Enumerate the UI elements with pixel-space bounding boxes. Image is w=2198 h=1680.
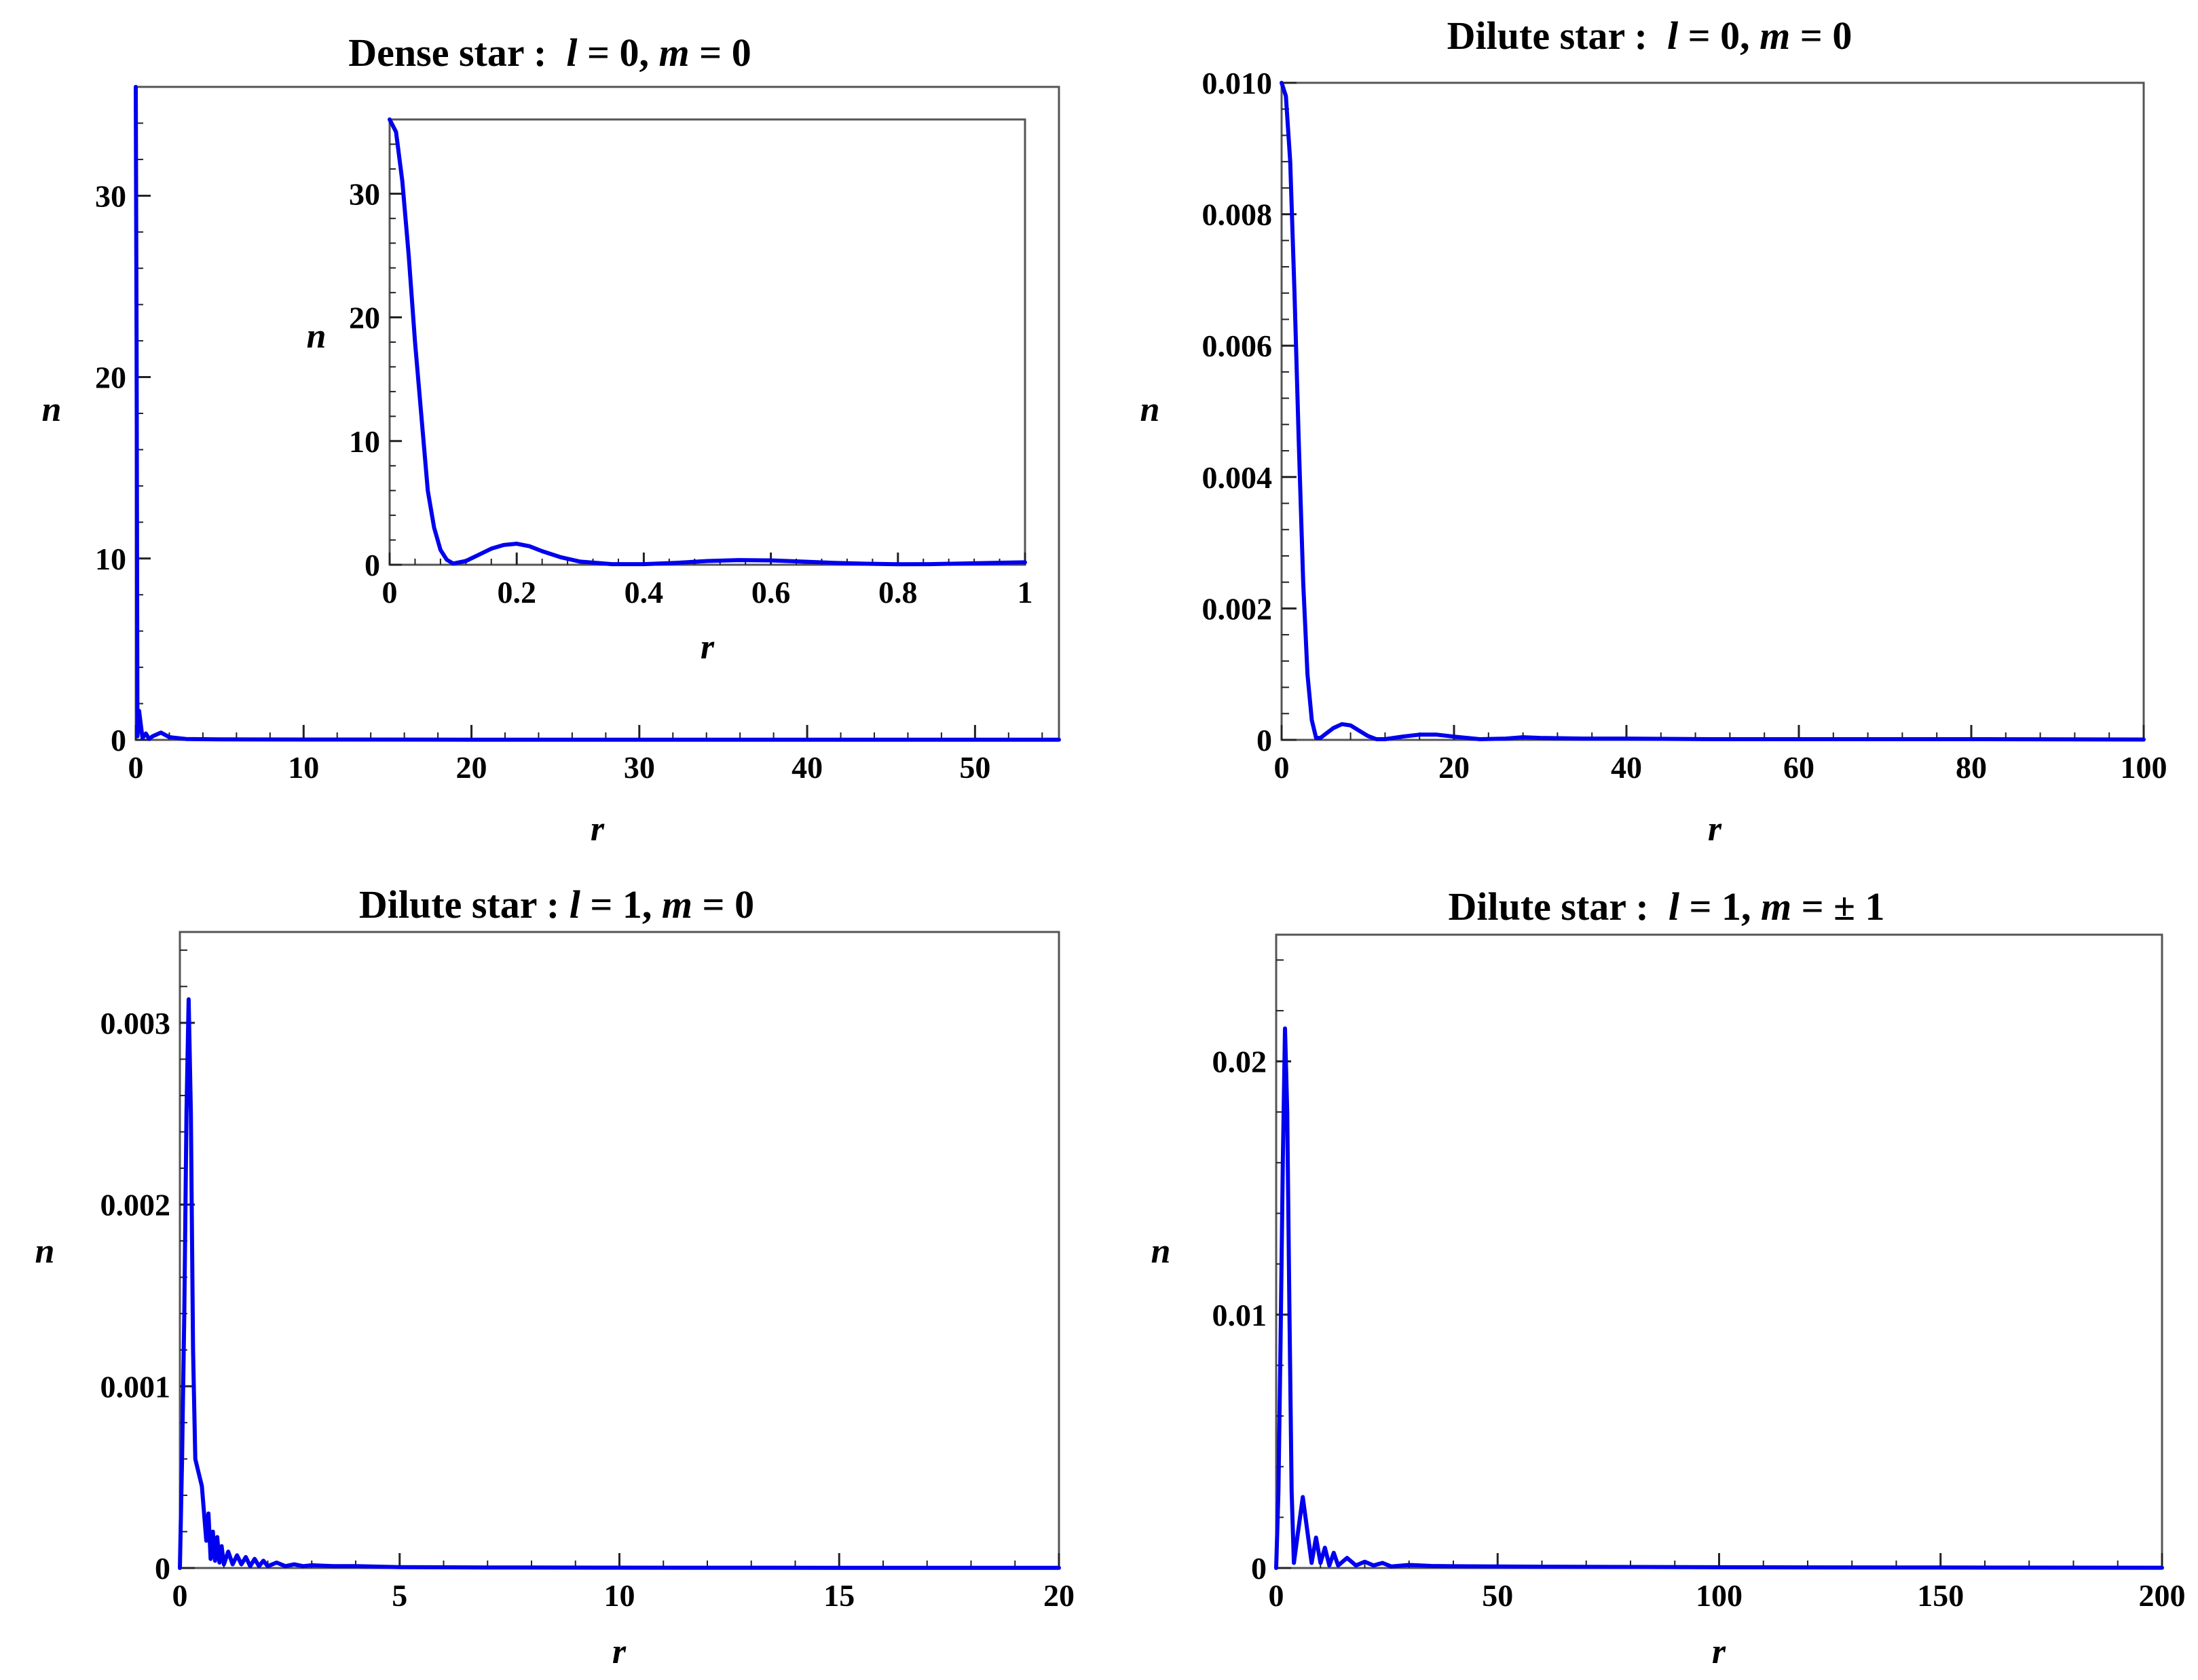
panel-dilute-l1-m1: Dilute star : l = 1, m = ± 1 0 50 100 150 200… [1151,884,2186,1671]
panel-dense-l0-x-tick-label: 10 [288,750,319,785]
panel-dilute-l1-m1-y-tick-label: 0.02 [1212,1045,1267,1079]
inset-dense-l0-y-axis-label: n [307,317,327,356]
panel-dense-l0-y-tick-label: 20 [95,360,126,395]
panel-dense-l0-x-tick-label: 40 [791,750,823,785]
panel-dilute-l1-m1-x-tick-label: 150 [1917,1578,1964,1613]
panel-dilute-l1-m1-x-tick-label: 100 [1696,1578,1743,1613]
panel-dilute-l1-m0-y-tick-label: 0.002 [100,1188,171,1222]
panel-dilute-l1-m0-x-tick-label: 0 [172,1578,188,1613]
inset-dense-l0-x-tick-label: 0.2 [497,575,536,610]
panel-dilute-l1-m1-y-tick-label: 0 [1251,1551,1267,1586]
inset-dense-l0-x-tick-label: 1 [1018,575,1033,610]
panel-dilute-l0-title: Dilute star : l = 0, m = 0 [1447,14,1852,58]
inset-dense-l0-y-tick-label: 30 [349,176,380,211]
panel-dilute-l1-m1-x-tick-label: 200 [2139,1578,2186,1613]
panel-dilute-l1-m0-x-tick-label: 10 [604,1578,635,1613]
panel-dilute-l1-m1-frame [1275,933,2163,1569]
panel-dilute-l0-x-tick-label: 0 [1274,750,1290,785]
panel-dilute-l1-m0-title: Dilute star : l = 1, m = 0 [359,882,754,927]
panel-dilute-l1-m0-x-tick-label: 20 [1043,1578,1075,1613]
panel-dilute-l1-m1-series-line [1274,1026,2164,1570]
panel-dilute-l1-m0-y-axis-label: n [35,1232,55,1271]
inset-dense-l0-x-tick-label: 0 [382,575,398,610]
panel-dilute-l1-m1-x-axis-label: r [1712,1632,1726,1671]
panel-dilute-l0-x-tick-label: 80 [1956,750,1987,785]
panel-dilute-l1-m1-title: Dilute star : l = 1, m = ± 1 [1448,884,1884,929]
panel-dilute-l1-m0-y-tick-label: 0 [155,1551,170,1586]
panel-dilute-l0-series-line [1280,81,2146,742]
panel-dense-l0-x-tick-label: 50 [959,750,990,785]
panel-dilute-l0-y-axis-label: n [1140,390,1160,429]
panel-dilute-l0-frame [1280,81,2145,741]
panel-dilute-l1-m0-y-tick-label: 0.003 [100,1006,171,1041]
panel-dilute-l0-x-tick-label: 40 [1611,750,1642,785]
inset-background [384,117,1028,567]
panel-dilute-l1-m0: Dilute star : l = 1, m = 0 0 5 10 15 20 0 0.001… [35,882,1075,1671]
panel-dense-l0-x-tick-label: 20 [456,750,487,785]
inset-dense-l0-x-tick-label: 0.4 [625,575,664,610]
inset-dense-l0-x-axis-label: r [701,628,715,667]
inset-dense-l0-y-tick-label: 0 [365,548,380,582]
panel-dilute-l1-m1-x-tick-label: 50 [1482,1578,1513,1613]
panel-dilute-l1-m0-x-tick-label: 5 [392,1578,407,1613]
inset-dense-l0-series-line [388,117,1027,567]
panel-dilute-l0-y-tick-label: 0.004 [1202,460,1273,495]
panel-dilute-l1-m1-y-axis-label: n [1151,1232,1171,1271]
panel-dilute-l0: Dilute star : l = 0, m = 0 0 20 40 60 80 100 0 0… [1140,14,2167,848]
panel-dilute-l0-y-tick-label: 0 [1256,723,1272,758]
panel-dilute-l1-m0-y-tick-label: 0.001 [100,1369,171,1404]
panel-dilute-l1-m0-frame [179,931,1060,1569]
inset-dense-l0-y-tick-label: 10 [349,424,380,459]
panel-dense-l0-x-axis-label: r [591,810,605,848]
panel-dilute-l0-x-tick-label: 100 [2121,750,2167,785]
panel-dilute-l0-y-tick-label: 0.006 [1202,329,1273,363]
panel-dense-l0-y-tick-label: 10 [95,542,126,576]
panel-dilute-l0-y-tick-label: 0.002 [1202,591,1273,626]
panel-dilute-l1-m1-x-tick-label: 0 [1269,1578,1284,1613]
panel-dilute-l1-m1-y-tick-label: 0.01 [1212,1298,1267,1332]
panel-dense-l0-x-tick-label: 0 [128,750,144,785]
panel-dense-l0-y-tick-label: 0 [111,723,126,758]
panel-dilute-l0-x-tick-label: 60 [1783,750,1814,785]
panel-dense-l0-title: Dense star : l = 0, m = 0 [348,31,751,75]
inset-dense-l0-y-tick-label: 20 [349,301,380,335]
panel-dense-l0-series-line [134,85,1061,742]
inset-dense-l0-x-tick-label: 0.6 [751,575,791,610]
panel-dilute-l0-x-axis-label: r [1708,810,1722,848]
panel-dilute-l1-m0-x-tick-label: 15 [823,1578,855,1613]
panel-dilute-l1-m0-series-line [178,997,1061,1570]
panel-dense-l0: Dense star : l = 0, m = 00 10 20 30 40 500102… [42,31,1061,848]
panel-dilute-l0-y-tick-label: 0.008 [1202,198,1273,232]
panel-dense-l0-y-axis-label: n [42,390,62,429]
panel-dense-l0-y-tick-label: 30 [95,179,126,213]
panel-dilute-l0-x-tick-label: 20 [1438,750,1470,785]
inset-dense-l0-x-tick-label: 0.8 [878,575,918,610]
panel-dilute-l1-m0-x-axis-label: r [612,1632,627,1671]
panel-dilute-l0-y-tick-label: 0.010 [1202,66,1273,100]
panel-dense-l0-x-tick-label: 30 [624,750,655,785]
